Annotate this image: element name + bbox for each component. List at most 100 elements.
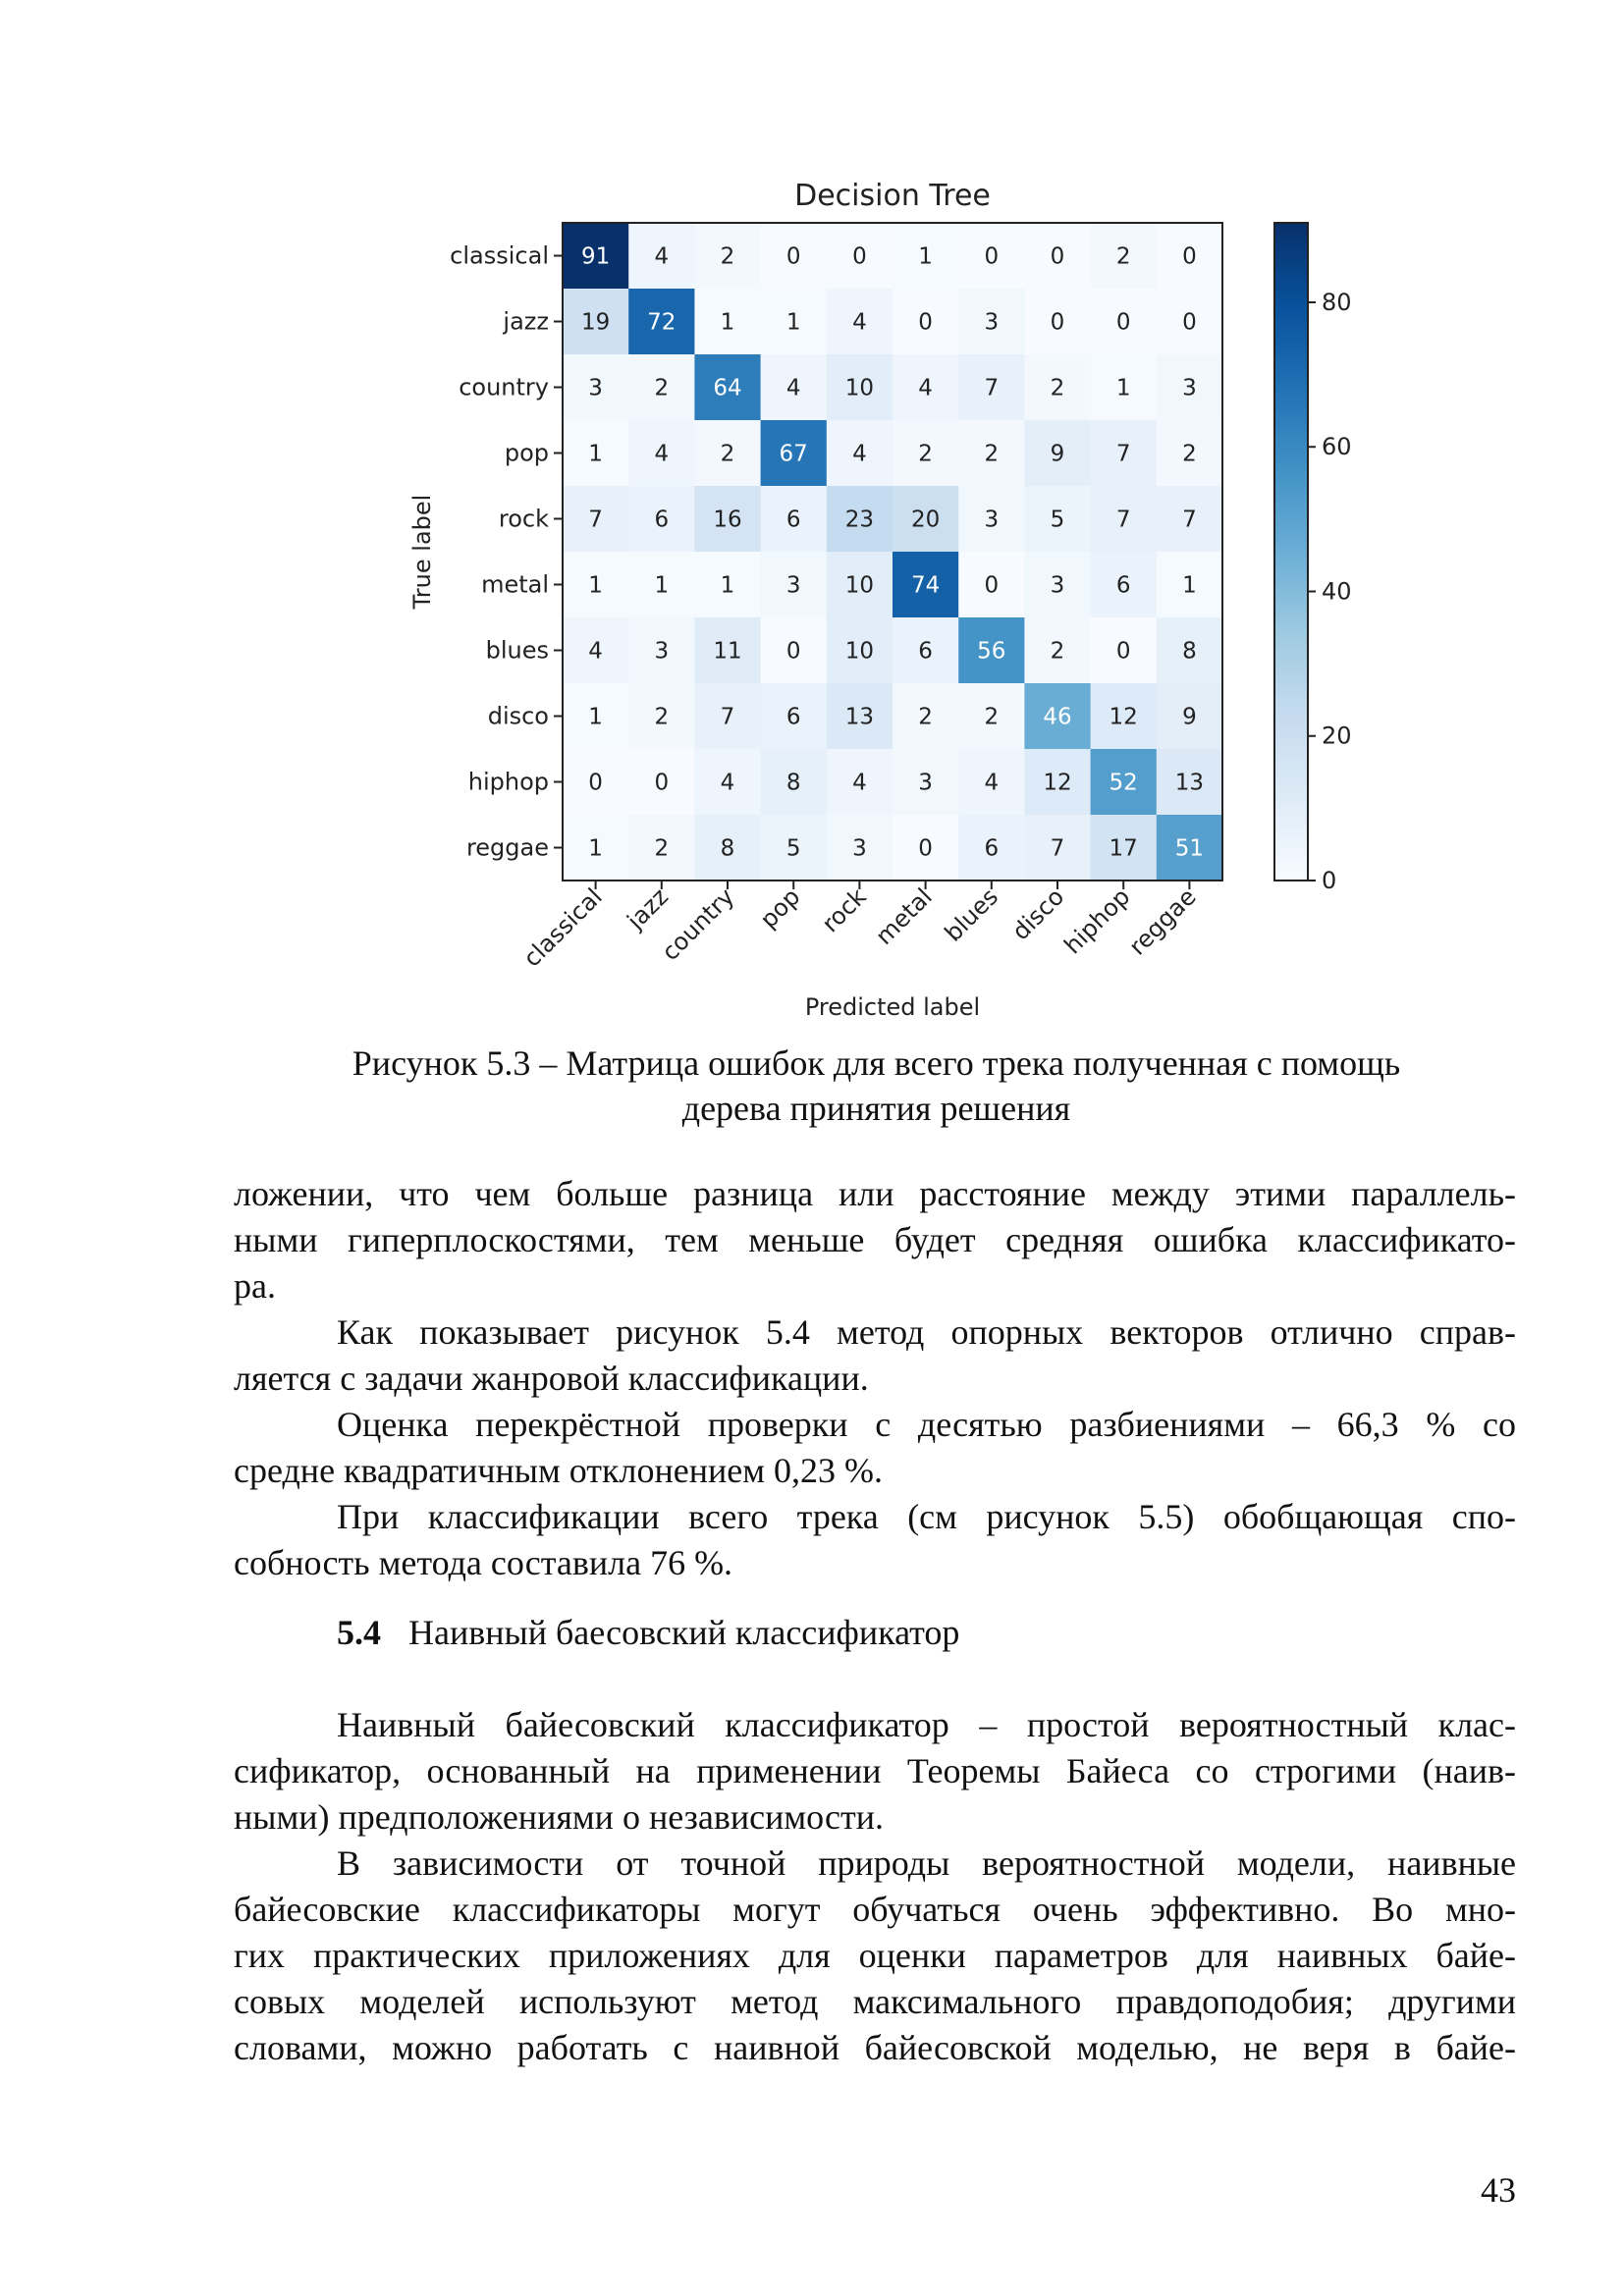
x-tick-label: reggae	[1123, 882, 1201, 960]
cell-value-label: 17	[1110, 836, 1138, 862]
heatmap-cell	[694, 420, 762, 487]
heatmap-cell	[628, 354, 695, 421]
heatmap-cell	[893, 617, 959, 684]
heatmap-cell	[1156, 354, 1223, 421]
confusion-matrix-figure: Decision Tree 91 4 2 0 0 1 0 0 2 019 72 1 1 4 0 3 0 0 03 2 6…	[408, 179, 1352, 1021]
heatmap-cell	[826, 354, 893, 421]
heatmap-cell	[826, 749, 893, 816]
heatmap-cell	[563, 354, 629, 421]
heatmap-cell	[1156, 749, 1223, 816]
text-line: В зависимости от точной природы вероятно…	[337, 1843, 1516, 1883]
cell-value-label: 0	[1116, 310, 1131, 336]
cell-value-label: 8	[786, 771, 801, 796]
cell-value-label: 1	[588, 836, 603, 862]
heatmap-cell	[1090, 486, 1158, 553]
text-line: словами, можно работать с наивной байесо…	[234, 2028, 1516, 2067]
x-tick-label: rock	[817, 882, 872, 937]
chart-title: Decision Tree	[794, 179, 991, 213]
cell-value-label: 3	[984, 310, 999, 336]
heatmap-cell	[760, 354, 828, 421]
cell-value-label: 1	[654, 573, 669, 599]
y-tick-label: classical	[450, 242, 549, 270]
cell-value-label: 3	[588, 376, 603, 401]
paragraph-5: Наивный байесовский классификатор – прос…	[234, 1702, 1516, 1841]
heatmap-cell	[1024, 354, 1092, 421]
section-title: Наивный баесовский классификатор	[408, 1613, 960, 1652]
text-line: гих практических приложениях для оценки …	[234, 1936, 1516, 1975]
cell-value-label: 1	[721, 573, 735, 599]
heatmap-cell	[760, 749, 828, 816]
heatmap-cell	[694, 683, 762, 750]
cell-value-label: 2	[721, 244, 735, 270]
heatmap-cell	[628, 815, 695, 881]
paragraph-3: Оценка перекрёстной проверки с десятью р…	[234, 1402, 1516, 1494]
cell-value-label: 4	[654, 244, 669, 270]
cell-value-label: 0	[588, 771, 603, 796]
cell-value-label: 4	[588, 639, 603, 665]
cell-value-label: 8	[1182, 639, 1197, 665]
x-tick-label: country	[657, 882, 740, 966]
heatmap-cell	[563, 683, 629, 750]
cell-value-label: 4	[984, 771, 999, 796]
y-tick-label: pop	[505, 440, 549, 467]
cell-value-label: 2	[1116, 244, 1131, 270]
heatmap-cell	[1156, 289, 1223, 355]
y-tick-label: metal	[481, 571, 549, 599]
heatmap-cell	[826, 552, 893, 618]
cell-value-label: 1	[1182, 573, 1197, 599]
text-line: ложении, что чем больше разница или расс…	[234, 1174, 1516, 1213]
cell-value-label: 67	[780, 442, 808, 467]
heatmap-cell	[760, 223, 828, 290]
heatmap-cell	[563, 815, 629, 881]
heatmap-cell	[694, 486, 762, 553]
cell-value-label: 2	[654, 836, 669, 862]
page-number: 43	[1481, 2170, 1516, 2210]
colorbar	[1273, 222, 1309, 881]
cell-value-label: 1	[588, 573, 603, 599]
cell-value-label: 0	[984, 573, 999, 599]
heatmap-cell	[1024, 420, 1092, 487]
cell-value-label: 20	[911, 507, 940, 533]
text-line: байесовские классификаторы могут обучать…	[234, 1890, 1516, 1929]
cell-value-label: 3	[786, 573, 801, 599]
heatmap-cell	[893, 420, 959, 487]
y-tick-label: reggae	[466, 834, 549, 862]
heatmap-cell	[1156, 552, 1223, 618]
heatmap-cell	[1090, 749, 1158, 816]
heatmap-cell	[628, 420, 695, 487]
y-axis-label: True label	[408, 495, 436, 611]
cell-value-label: 11	[713, 639, 741, 665]
heatmap-cell	[563, 552, 629, 618]
heatmap-cell	[1024, 617, 1092, 684]
cell-value-label: 74	[911, 573, 940, 599]
heatmap-cell	[958, 289, 1025, 355]
cell-value-label: 0	[984, 244, 999, 270]
heatmap-cell	[760, 420, 828, 487]
paragraph-6: В зависимости от точной природы вероятно…	[234, 1841, 1516, 2071]
heatmap-cell	[958, 486, 1025, 553]
cell-value-label: 4	[654, 442, 669, 467]
cell-value-label: 0	[1051, 244, 1065, 270]
cell-value-label: 3	[852, 836, 867, 862]
heatmap-cell	[1156, 223, 1223, 290]
heatmap-cell	[1090, 617, 1158, 684]
cell-value-label: 0	[786, 244, 801, 270]
colorbar-tick-label: 20	[1322, 722, 1352, 750]
heatmap-cell	[694, 815, 762, 881]
heatmap-cell	[563, 223, 629, 290]
heatmap-cell	[694, 223, 762, 290]
cell-value-label: 2	[1051, 639, 1065, 665]
cell-value-label: 72	[647, 310, 676, 336]
text-line: сификатор, основанный на применении Теор…	[234, 1751, 1516, 1790]
cell-value-label: 52	[1110, 771, 1138, 796]
heatmap-cell	[958, 354, 1025, 421]
paragraph-1: ложении, что чем больше разница или расс…	[234, 1171, 1516, 1309]
cell-value-label: 6	[984, 836, 999, 862]
paragraph-4: При классификации всего трека (см рисуно…	[234, 1494, 1516, 1586]
cell-value-label: 0	[786, 639, 801, 665]
x-tick-label: blues	[940, 882, 1003, 946]
paragraph-2: Как показывает рисунок 5.4 метод опорных…	[234, 1309, 1516, 1402]
text-line: При классификации всего трека (см рисуно…	[337, 1497, 1516, 1536]
cell-value-label: 1	[918, 244, 933, 270]
cell-value-label: 10	[845, 573, 874, 599]
